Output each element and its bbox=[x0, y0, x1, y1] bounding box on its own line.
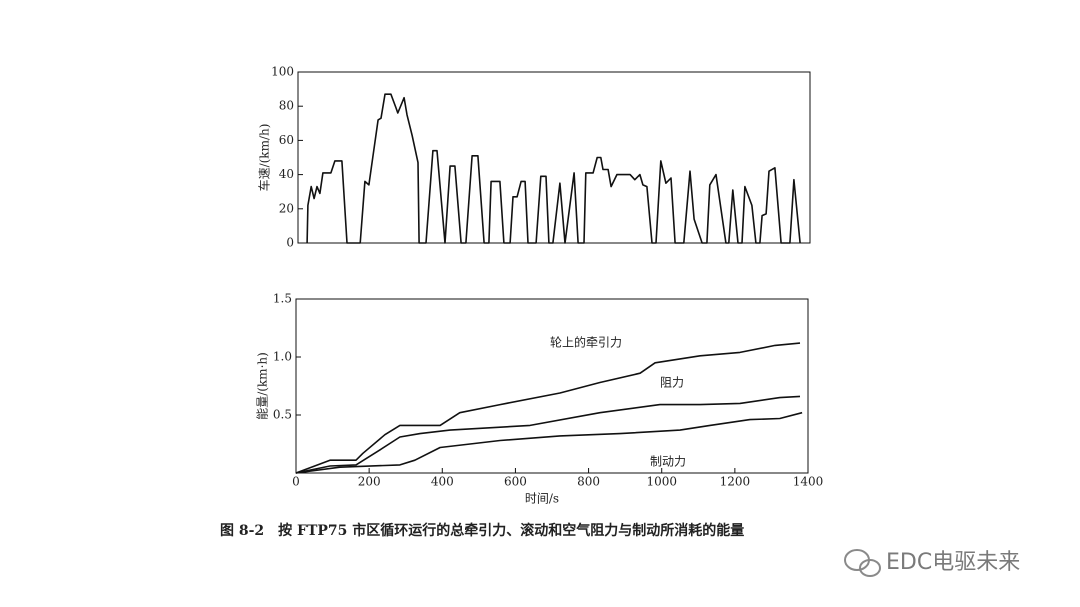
watermark-icon bbox=[844, 549, 881, 577]
caption: 图 8-2 按 FTP75 市区循环运行的总牵引力、滚动和空气阻力与制动所消耗的… bbox=[220, 522, 744, 539]
series-label: 轮上的牵引力 bbox=[550, 335, 622, 350]
x-tick-label: 200 bbox=[358, 475, 381, 489]
series-line bbox=[295, 342, 801, 474]
y-tick-label: 40 bbox=[279, 167, 294, 181]
series-label: 制动力 bbox=[650, 455, 686, 469]
x-tick-label: 600 bbox=[504, 475, 527, 489]
y-tick-label: 100 bbox=[271, 65, 294, 79]
speed-line bbox=[306, 93, 801, 244]
series-line bbox=[295, 395, 801, 474]
series-line bbox=[295, 411, 803, 474]
x-tick-label: 1200 bbox=[720, 475, 751, 489]
x-tick-label: 0 bbox=[292, 475, 300, 489]
plot-frame bbox=[297, 71, 811, 244]
y-tick-label: 1.0 bbox=[273, 350, 292, 364]
watermark: EDC电驱未来 bbox=[886, 550, 1020, 575]
x-tick-label: 400 bbox=[431, 475, 454, 489]
x-tick-label: 800 bbox=[577, 475, 600, 489]
x-tick-label: 1000 bbox=[646, 475, 677, 489]
y-tick-label: 80 bbox=[279, 99, 294, 113]
y-tick-label: 0 bbox=[286, 236, 294, 250]
y-tick-label: 1.5 bbox=[273, 292, 292, 306]
plot-frame bbox=[295, 298, 809, 474]
x-axis-label: 时间/s bbox=[525, 492, 559, 506]
y-axis-label: 能量/(km·h) bbox=[256, 352, 270, 420]
x-tick-label: 1400 bbox=[793, 475, 824, 489]
y-axis-label: 车速/(km/h) bbox=[257, 124, 272, 192]
series-label: 阻力 bbox=[660, 376, 684, 390]
y-tick-label: 20 bbox=[279, 201, 294, 215]
y-tick-label: 0.5 bbox=[273, 408, 292, 422]
y-tick-label: 60 bbox=[279, 133, 294, 147]
